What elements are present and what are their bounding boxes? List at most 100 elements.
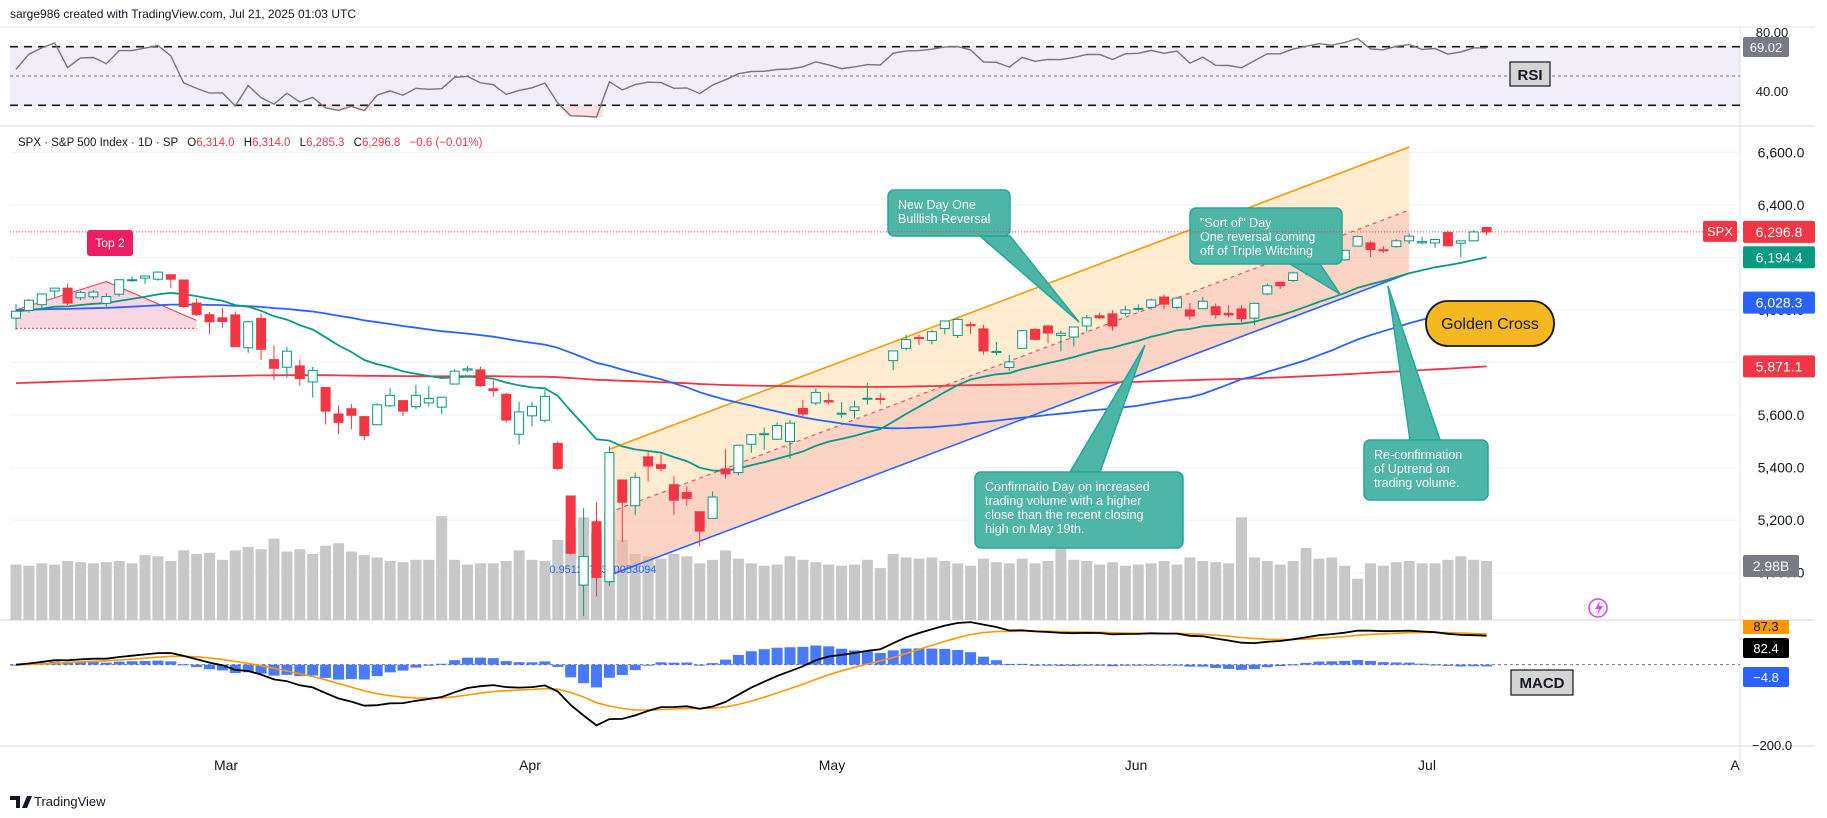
candle-body (1288, 272, 1299, 282)
macd-hist-bar (462, 657, 473, 665)
macd-hist-bar (87, 662, 99, 665)
candle-body (488, 388, 499, 392)
candle-body (423, 397, 434, 404)
candle-body (514, 411, 525, 435)
sma50-badge-text: 6,028.3 (1756, 295, 1803, 311)
macd-hist-bar (320, 664, 332, 678)
golden-cross-text: Golden Cross (1441, 316, 1539, 333)
macd-hist-bar (784, 647, 796, 665)
macd-hist-bar (1468, 664, 1480, 667)
macd-hist-bar (552, 664, 564, 667)
candle-body (810, 391, 821, 404)
candle-body (1133, 307, 1144, 310)
reconfirmation-callout-box (1363, 439, 1489, 501)
volume-bar (1352, 578, 1364, 620)
volume-bar (1145, 563, 1157, 620)
candle-body (217, 317, 228, 322)
rsi-value-text: 69.02 (1750, 40, 1783, 55)
volume-bar (771, 564, 783, 620)
macd-hist-bar (836, 648, 848, 665)
volume-bar (204, 552, 215, 620)
volume-bar (165, 561, 177, 620)
macd-hist-bar (1029, 664, 1041, 666)
macd-hist-bar (965, 652, 977, 665)
macd-hist-bar (229, 664, 241, 674)
volume-bar (1313, 558, 1325, 620)
volume-bar (1003, 563, 1015, 620)
candle-body (1197, 300, 1208, 310)
candle-body (1172, 297, 1182, 308)
candle-body (101, 296, 112, 304)
volume-bar (836, 565, 848, 620)
low-label: L (300, 137, 307, 149)
symbol-legend: SPX · S&P 500 Index · 1D · SP O6,314.0 H… (18, 137, 483, 149)
macd-hist-bar (591, 664, 602, 688)
macd-hist-bar (565, 664, 577, 678)
macd-hist-bar (100, 662, 112, 665)
macd-hist-bar (474, 657, 486, 665)
volume-bar (707, 559, 719, 620)
macd-hist-bar (655, 662, 667, 665)
rsi-oversold-segment (564, 105, 578, 116)
candle-body (1262, 285, 1273, 295)
macd-hist-bar (139, 660, 151, 665)
candle-body (1378, 249, 1389, 252)
symbol-tag-text: SPX (1707, 224, 1733, 239)
volume-bar (255, 549, 267, 620)
macd-hist-bar (797, 646, 809, 665)
candle-body (152, 271, 163, 280)
macd-hist-bar (1003, 663, 1015, 665)
candle-body (1159, 296, 1170, 305)
volume-bar (616, 539, 628, 620)
candle-body (875, 397, 886, 400)
macd-hist-bar (1145, 664, 1157, 666)
macd-hist-bar (281, 664, 293, 675)
volume-bar (216, 559, 228, 620)
price-tick: 6,400.0 (1758, 197, 1805, 213)
volume-bar (1029, 563, 1041, 620)
macd-hist-bar (758, 649, 770, 665)
macd-hist-badge (1743, 667, 1789, 687)
candle-body (1275, 281, 1286, 287)
volume-bar (1481, 561, 1493, 620)
candle-body (746, 434, 757, 445)
candle-body (178, 279, 189, 308)
channel-lower-fill (609, 210, 1410, 576)
volume-bar (849, 564, 860, 620)
volume-bar (1300, 548, 1312, 620)
volume-bar (1210, 562, 1222, 620)
candle-body (1236, 308, 1247, 320)
macd-hist-bar (939, 648, 951, 665)
rsi-value-badge (1743, 37, 1789, 57)
candle-body (643, 456, 654, 467)
candle-body (1417, 241, 1428, 244)
volume-bar (1326, 557, 1338, 620)
macd-panel: −200.0 87.3 82.4 −4.8 MACD (10, 619, 1792, 753)
volume-bar (655, 558, 667, 620)
volume-bar (462, 564, 473, 620)
high-value: 6,314.0 (252, 137, 290, 149)
candle-body (230, 314, 241, 347)
macd-hist-bar (707, 663, 719, 665)
time-label-jul: Jul (1418, 757, 1436, 773)
macd-hist-bar (1081, 664, 1093, 666)
macd-hist-bar (810, 645, 822, 665)
macd-hist-bar (978, 656, 989, 665)
volume-bar (823, 564, 835, 620)
macd-hist-bar (1119, 664, 1131, 666)
macd-hist-bar (500, 661, 512, 665)
macd-hist-bar (1300, 662, 1312, 665)
tradingview-brand[interactable]: TradingView (10, 794, 106, 809)
candle-body (372, 404, 383, 426)
confirmation-callout-line: Confirmatio Day on increased (985, 480, 1150, 494)
macd-signal-badge (1743, 620, 1789, 634)
candle-body (939, 320, 950, 330)
macd-hist-bar (578, 664, 590, 684)
brand-text: TradingView (34, 794, 106, 809)
macd-hist-bar (113, 661, 125, 665)
candle-body (578, 555, 589, 586)
rsi-oversold-segment (357, 105, 371, 111)
macd-hist-bar (165, 661, 177, 665)
